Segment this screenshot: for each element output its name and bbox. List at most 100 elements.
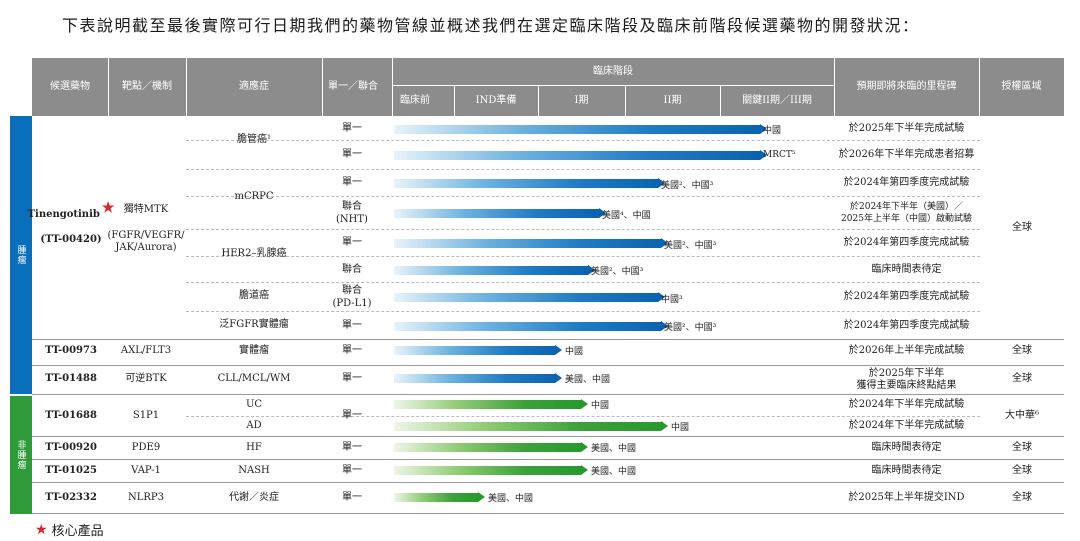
target-tt01488: 可逆BTK xyxy=(125,372,167,384)
progress-bar-tt00420-row-1 xyxy=(394,150,767,160)
milestone-tt01025: 臨床時間表待定 xyxy=(871,464,942,476)
indication-ad: AD xyxy=(246,419,262,431)
target-tt00420: 獨特MTK xyxy=(123,203,169,215)
mode-tt00420-row-6: 聯合 (PD-L1) xyxy=(332,285,372,309)
header-phase2: II期 xyxy=(663,94,682,106)
header-mono-combo: 單一／聯合 xyxy=(328,81,378,92)
indication-tt01025: NASH xyxy=(238,464,270,476)
indication-mcrpc: mCRPC xyxy=(234,190,274,202)
indication-her2-breast: HER2–乳腺癌 xyxy=(221,247,287,259)
milestone-tt00920: 臨床時間表待定 xyxy=(871,441,942,453)
progress-bar-tt00420-row-7 xyxy=(394,320,668,331)
mode-tt00973: 單一 xyxy=(342,344,362,356)
indication-uc: UC xyxy=(245,398,263,410)
target-tt01688: S1P1 xyxy=(132,409,160,421)
indication-cholangiocarcinoma: 膽管癌¹ xyxy=(236,133,271,145)
drug-code-tt02332: TT-02332 xyxy=(45,491,97,503)
progress-bar-tt02332 xyxy=(394,492,485,502)
milestone-tt01488: 於2025年下半年 獲得主要臨床終點結果 xyxy=(856,367,957,392)
progress-bar-tt01025 xyxy=(394,465,588,475)
indication-pan-fgfr: 泛FGFR實體瘤 xyxy=(219,318,289,330)
header-preclinical: 臨床前 xyxy=(400,94,430,106)
milestone-tt02332: 於2025年上半年提交IND xyxy=(848,491,965,503)
rights-tt00420: 全球 xyxy=(1012,221,1032,233)
progress-bar-tt00420-row-3 xyxy=(394,208,606,218)
mode-tt01025: 單一 xyxy=(342,464,362,476)
bar-label-tt00420-row-0: 中國 xyxy=(763,126,782,136)
milestone-tt00420-row-2: 於2024年第四季度完成試驗 xyxy=(843,177,970,189)
milestone-tt00420-row-3: 於2024年下半年（美國）／ 2025年上半年（中國）啟動試驗 xyxy=(841,202,972,224)
bar-label-tt00420-row-7: 美國²、中國³ xyxy=(664,323,717,333)
bar-label-tt00920: 美國、中國 xyxy=(591,444,637,454)
progress-bar-tt01488 xyxy=(394,373,562,383)
bar-label-tt00973: 中國 xyxy=(565,347,584,357)
milestone-tt00420-row-5: 臨床時間表待定 xyxy=(871,263,942,275)
target-tt00973: AXL/FLT3 xyxy=(120,344,172,356)
mode-tt00920: 單一 xyxy=(342,441,362,453)
bar-label-tt00420-row-3: 美國⁴、中國 xyxy=(602,210,651,221)
drug-code-tt01688: TT-01688 xyxy=(45,409,97,421)
indication-tt01488: CLL/MCL/WM xyxy=(217,372,291,384)
footer-label: 核心產品 xyxy=(51,524,104,539)
bar-label-tt01688-uc: 中國 xyxy=(591,401,610,411)
indication-tt00920: HF xyxy=(246,441,262,453)
drug-code-tt00973: TT-00973 xyxy=(45,344,97,356)
rights-tt02332: 全球 xyxy=(1012,491,1032,503)
milestone-tt00420-row-7: 於2024年第四季度完成試驗 xyxy=(843,319,970,331)
progress-bar-tt00420-row-5 xyxy=(394,264,595,275)
intro-text: 下表說明截至最後實際可行日期我們的藥物管線並概述我們在選定臨床階段及臨床前階段候… xyxy=(62,16,920,35)
mode-tt00420-row-4: 單一 xyxy=(342,237,362,249)
rights-tt00973: 全球 xyxy=(1012,344,1032,356)
bar-label-tt00420-row-6: 中國³ xyxy=(661,294,683,305)
drug-name: Tinengotinib xyxy=(27,208,100,220)
sidebar-non-oncology-label: 非腫瘤 xyxy=(15,440,26,470)
mode-tt01688: 單一 xyxy=(342,409,362,421)
bar-label-tt00420-row-1: MRCT⁵ xyxy=(763,149,796,160)
milestone-tt01688-ad: 於2024年下半年完成試驗 xyxy=(848,419,965,431)
header-rights: 授權區域 xyxy=(1001,81,1042,92)
milestone-tt00420-row-0: 於2025年下半年完成試驗 xyxy=(848,122,965,134)
target-tt02332: NLRP3 xyxy=(127,491,164,503)
mode-tt02332: 單一 xyxy=(342,491,362,503)
bar-label-tt02332: 美國、中國 xyxy=(488,494,534,504)
drug-code-tt00420: (TT-00420) xyxy=(40,233,102,245)
target-tt01025: VAP-1 xyxy=(131,464,161,476)
rights-tt01688: 大中華⁶ xyxy=(1004,409,1039,421)
drug-code-tt01025: TT-01025 xyxy=(45,464,97,476)
rights-tt01025: 全球 xyxy=(1012,464,1032,476)
milestone-tt00973: 於2026年上半年完成試驗 xyxy=(848,344,965,356)
mode-tt01488: 單一 xyxy=(342,372,362,384)
bar-label-tt01488: 美國、中國 xyxy=(565,375,611,385)
mode-tt00420-row-2: 單一 xyxy=(342,177,362,189)
target-detail-tt00420: (FGFR/VEGFR/ JAK/Aurora) xyxy=(107,229,185,254)
header-candidate: 候選藥物 xyxy=(50,81,90,92)
progress-bar-tt00420-row-6 xyxy=(394,292,665,302)
milestone-tt00420-row-1: 於2026年下半年完成患者招募 xyxy=(838,149,975,161)
progress-bar-tt00920 xyxy=(394,442,588,452)
milestone-tt00420-row-4: 於2024年第四季度完成試驗 xyxy=(843,237,970,249)
header-ind: IND準備 xyxy=(475,94,517,106)
core-product-star-icon: ★ xyxy=(35,521,48,538)
drug-code-tt00920: TT-00920 xyxy=(45,441,97,453)
progress-bar-tt00420-row-0 xyxy=(394,123,767,134)
milestone-tt01688-uc: 於2024年下半年完成試驗 xyxy=(848,398,965,410)
header-phase1: I期 xyxy=(574,94,589,106)
progress-bar-tt00973 xyxy=(394,345,562,355)
bar-label-tt00420-row-2: 美國²、中國³ xyxy=(661,180,714,191)
footer-legend: ★ 核心產品 xyxy=(35,520,104,540)
target-tt00920: PDE9 xyxy=(131,441,161,453)
mode-tt00420-row-7: 單一 xyxy=(342,319,362,331)
indication-tt00973: 實體瘤 xyxy=(239,344,269,356)
sidebar-oncology-label: 腫瘤 xyxy=(15,245,26,265)
progress-bar-tt00420-row-4 xyxy=(394,238,668,248)
rights-tt01488: 全球 xyxy=(1012,372,1032,384)
mode-tt00420-row-5: 聯合 xyxy=(342,263,362,275)
indication-tt02332: 代謝／炎症 xyxy=(229,491,279,503)
table-header: 候選藥物 靶點／機制 適應症 單一／聯合 臨床階段 臨床前 IND準備 I期 I… xyxy=(32,58,1064,116)
progress-bar-tt01688-uc xyxy=(394,399,588,409)
drug-code-tt01488: TT-01488 xyxy=(45,372,97,384)
bar-label-tt01025: 美國、中國 xyxy=(591,467,637,477)
bar-label-tt00420-row-5: 美國²、中國³ xyxy=(591,267,644,277)
header-clinical-stage: 臨床階段 xyxy=(593,65,633,77)
sidebar-oncology: 腫瘤 xyxy=(10,116,32,394)
